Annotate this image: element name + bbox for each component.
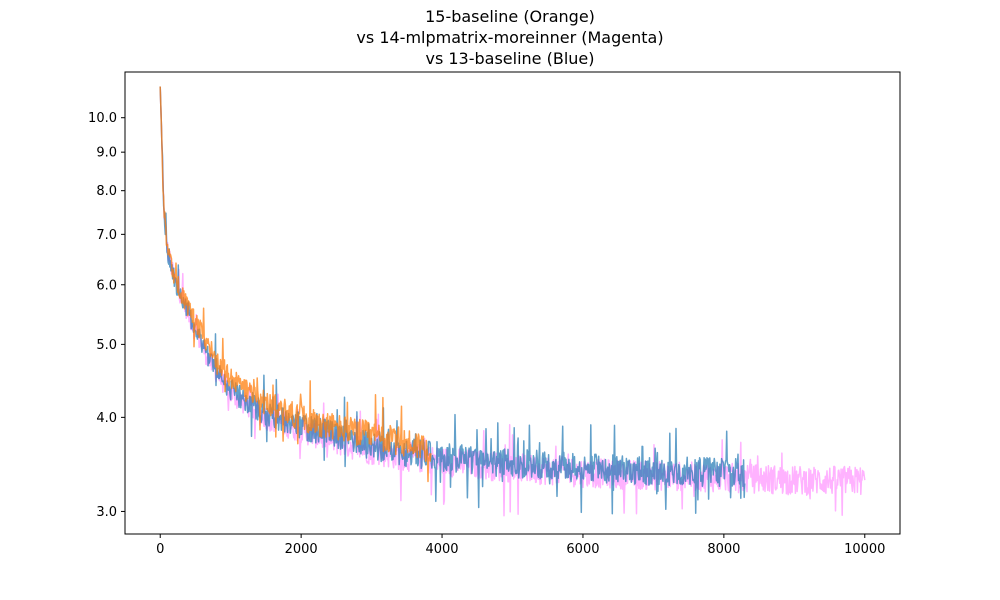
y-tick-label: 10.0 (88, 111, 117, 126)
x-tick-label: 6000 (566, 542, 599, 557)
x-tick-label: 2000 (285, 542, 318, 557)
series-line-2 (159, 86, 746, 515)
chart-title-line-3: vs 13-baseline (Blue) (425, 49, 594, 68)
y-tick-label: 6.0 (96, 278, 117, 293)
x-tick-label: 4000 (425, 542, 458, 557)
x-tick-label: 0 (156, 542, 164, 557)
x-axis: 0 2000 4000 6000 8000 10000 (156, 534, 885, 557)
chart-title-line-2: vs 14-mlpmatrix-moreinner (Magenta) (356, 28, 663, 47)
series-line-3 (159, 86, 432, 483)
plot-frame (124, 71, 901, 535)
y-axis: 3.0 4.0 5.0 6.0 7.0 8.0 9.0 10.0 (88, 111, 125, 520)
chart-title-line-1: 15-baseline (Orange) (425, 7, 595, 26)
y-tick-label: 4.0 (96, 411, 117, 426)
y-tick-label: 9.0 (96, 146, 117, 161)
y-tick-label: 7.0 (96, 228, 117, 243)
x-tick-label: 10000 (844, 542, 885, 557)
x-tick-label: 8000 (707, 542, 740, 557)
series-layer (159, 86, 866, 517)
y-tick-label: 8.0 (96, 184, 117, 199)
y-tick-label: 5.0 (96, 338, 117, 353)
y-tick-label: 3.0 (96, 505, 117, 520)
